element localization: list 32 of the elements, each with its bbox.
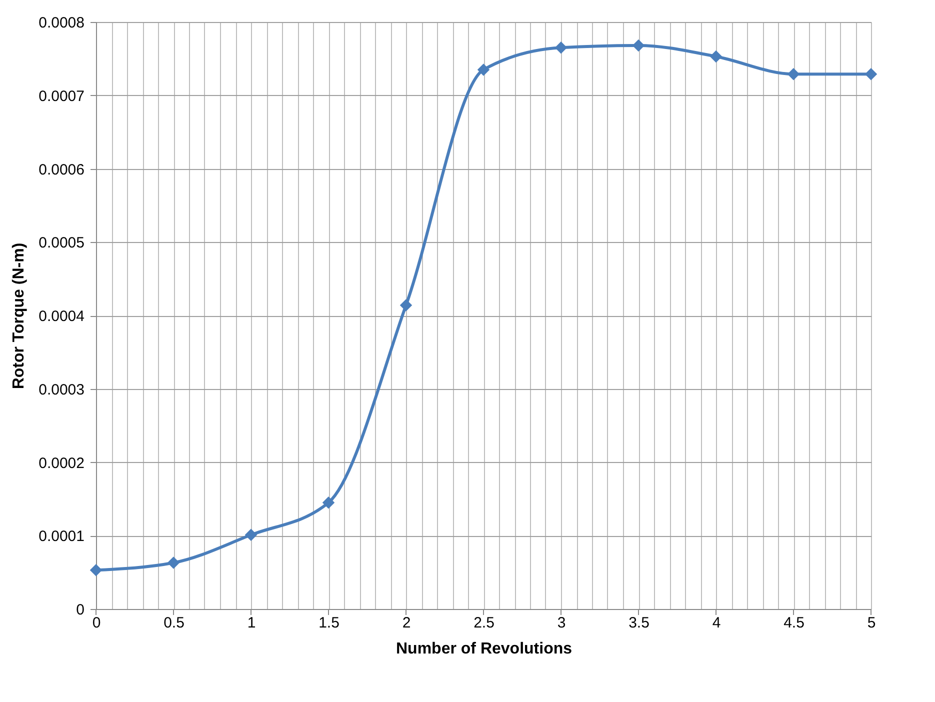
point <box>322 496 335 509</box>
y-axis-title: Rotor Torque (N-m) <box>10 242 28 390</box>
x-tick-label: 2 <box>402 614 411 632</box>
x-tick-label: 1 <box>247 614 256 632</box>
x-tick-label: 4 <box>712 614 721 632</box>
point <box>864 68 878 80</box>
x-tick-label: 4.5 <box>784 614 804 632</box>
y-tick-label: 0.0004 <box>38 308 84 325</box>
x-tick-label: 5 <box>867 614 876 632</box>
point <box>244 528 258 542</box>
y-tick-label: 0.0002 <box>38 454 84 472</box>
y-tick-label: 0.0007 <box>38 88 84 105</box>
point <box>90 564 102 576</box>
y-tick-label: 0.0006 <box>38 161 84 178</box>
y-tick-label: 0.0001 <box>38 528 84 546</box>
y-tick-label: 0 <box>76 602 84 618</box>
point <box>167 556 180 569</box>
y-tick-label: 0.0003 <box>38 381 84 398</box>
point <box>787 68 800 80</box>
x-tick-label: 1.5 <box>318 614 340 632</box>
x-tick-label: 2.5 <box>474 614 494 632</box>
y-tick-label: 0.0008 <box>38 14 84 32</box>
x-axis-title: Number of Revolutions <box>396 640 572 658</box>
x-tick-label: 3.5 <box>628 614 650 632</box>
x-tick-label: 0.5 <box>164 614 184 632</box>
x-tick-label: 0 <box>92 614 101 632</box>
x-tick-label: 3 <box>557 614 566 632</box>
point <box>554 42 568 54</box>
point <box>400 299 412 312</box>
y-tick-label: 0.0005 <box>38 234 84 252</box>
point <box>710 50 722 63</box>
point <box>477 64 490 76</box>
